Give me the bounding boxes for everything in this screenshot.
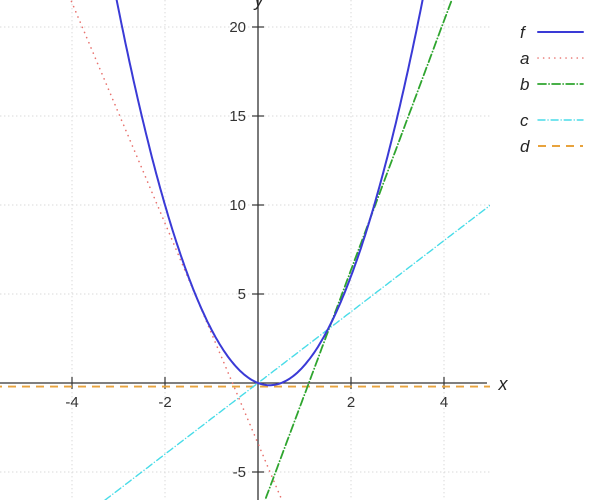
svg-text:5: 5 <box>238 286 246 303</box>
svg-text:-5: -5 <box>233 464 246 481</box>
svg-text:y: y <box>253 0 265 10</box>
svg-text:d: d <box>520 137 530 156</box>
svg-text:10: 10 <box>229 197 246 214</box>
svg-text:-4: -4 <box>65 394 78 411</box>
svg-text:4: 4 <box>440 394 448 411</box>
svg-text:f: f <box>520 23 527 42</box>
svg-text:15: 15 <box>229 108 246 125</box>
svg-text:x: x <box>498 374 509 394</box>
svg-text:c: c <box>520 111 529 130</box>
svg-text:b: b <box>520 75 529 94</box>
svg-text:-2: -2 <box>158 394 171 411</box>
svg-text:2: 2 <box>347 394 355 411</box>
svg-text:a: a <box>520 49 529 68</box>
svg-text:20: 20 <box>229 19 246 36</box>
